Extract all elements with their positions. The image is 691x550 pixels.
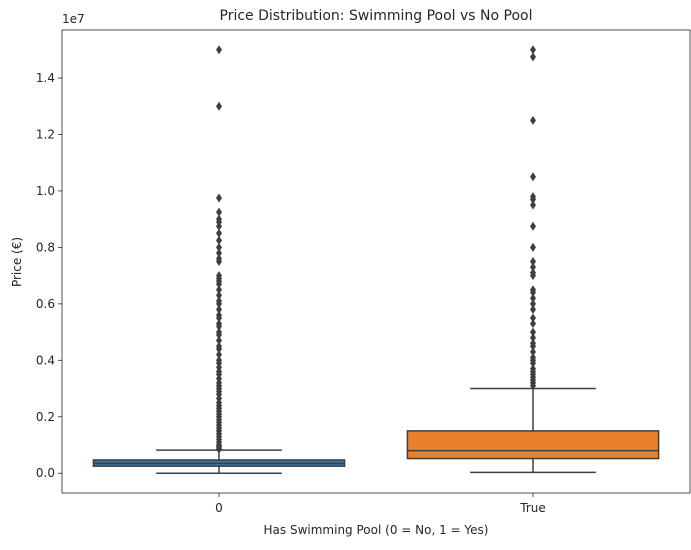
outlier-point — [530, 333, 536, 343]
y-axis-offset-label: 1e7 — [62, 12, 85, 26]
outlier-point — [216, 257, 222, 266]
y-tick-label: 0.0 — [36, 466, 55, 480]
y-tick-label: 0.8 — [36, 240, 55, 254]
outlier-point — [216, 350, 222, 360]
outlier-point — [216, 321, 222, 331]
outlier-point — [530, 271, 536, 281]
x-tick-label: 0 — [215, 501, 223, 515]
outlier-point — [216, 193, 222, 203]
y-tick-label: 0.6 — [36, 297, 55, 311]
outlier-point — [216, 285, 222, 295]
outlier-point — [216, 299, 222, 309]
outlier-point — [216, 344, 222, 354]
y-tick-label: 0.4 — [36, 353, 55, 367]
outlier-point — [216, 101, 222, 111]
outlier-point — [530, 327, 536, 337]
plot-area — [92, 45, 660, 474]
outlier-point — [216, 228, 222, 238]
outlier-point — [530, 115, 536, 125]
box-group-true — [406, 45, 660, 474]
outlier-point — [530, 242, 536, 252]
outlier-point — [530, 194, 536, 204]
outlier-point — [530, 288, 536, 298]
outlier-point — [530, 52, 536, 62]
outlier-point — [530, 341, 536, 351]
outlier-point — [216, 304, 222, 314]
box-group-0 — [92, 45, 346, 474]
y-tick-label: 1.4 — [36, 71, 55, 85]
axes: 0.0 0.2 0.4 0.6 0.8 1.0 1.2 1.4 0 True — [36, 71, 546, 515]
outlier-point — [530, 172, 536, 182]
outlier-point — [216, 336, 222, 346]
outlier-point — [530, 45, 536, 55]
outlier-point — [530, 221, 536, 231]
outlier-point — [216, 242, 222, 252]
outlier-point — [216, 248, 222, 258]
outlier-point — [530, 358, 536, 368]
outlier-point — [216, 290, 222, 300]
outlier-point — [216, 279, 222, 289]
outlier-point — [530, 293, 536, 303]
outlier-point — [530, 200, 536, 210]
outlier-point — [530, 381, 536, 391]
outlier-point — [216, 207, 222, 217]
outlier-point — [530, 299, 536, 309]
y-tick-label: 0.2 — [36, 410, 55, 424]
outlier-point — [216, 45, 222, 55]
outlier-point — [530, 347, 536, 357]
outlier-point — [530, 262, 536, 272]
outlier-point — [216, 330, 222, 340]
plot-frame — [61, 29, 691, 494]
y-axis-label: Price (€) — [10, 237, 24, 287]
chart-title: Price Distribution: Swimming Pool vs No … — [220, 8, 533, 24]
iqr-box — [406, 430, 660, 460]
outlier-point — [216, 221, 222, 231]
outlier-point — [216, 444, 222, 454]
outlier-point — [216, 313, 222, 323]
x-tick-label: True — [519, 501, 546, 515]
outlier-point — [216, 235, 222, 245]
y-tick-label: 1.2 — [36, 127, 55, 141]
x-axis-label: Has Swimming Pool (0 = No, 1 = Yes) — [264, 523, 489, 537]
outlier-point — [530, 313, 536, 323]
y-tick-label: 1.0 — [36, 184, 55, 198]
outlier-point — [530, 319, 536, 329]
outlier-point — [530, 304, 536, 314]
outlier-point — [530, 257, 536, 266]
